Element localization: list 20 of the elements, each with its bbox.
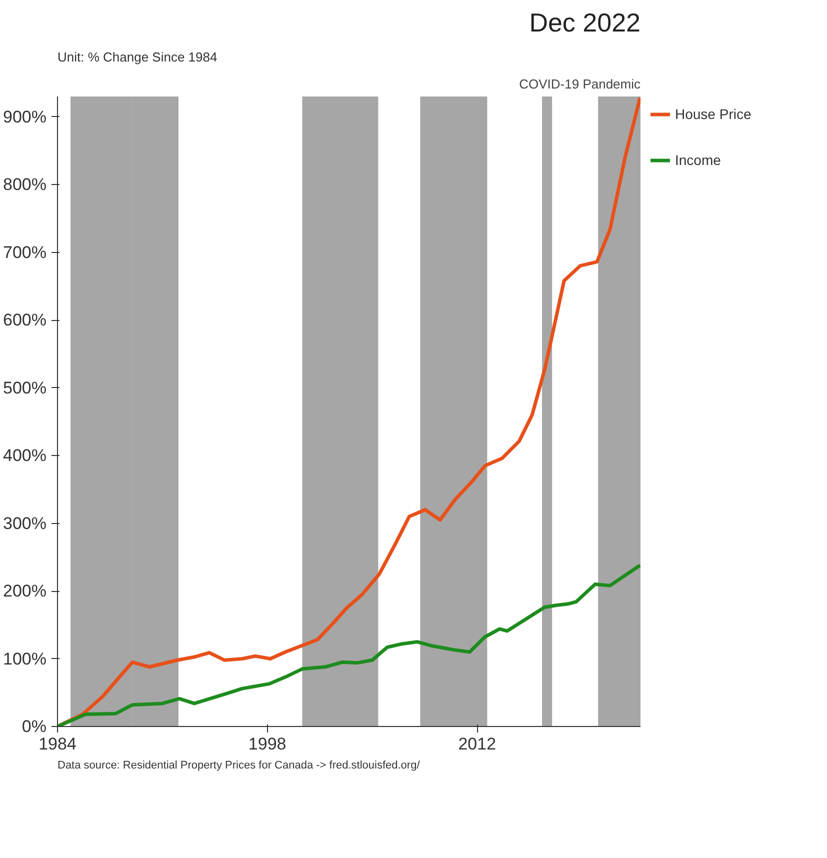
source-note: Data source: Residential Property Prices for Canada -> fred.stlouisfed.org/ <box>58 760 421 772</box>
y-tick-label: 400% <box>3 446 47 466</box>
y-tick-label: 800% <box>3 175 47 194</box>
band-label: COVID-19 Pandemic <box>519 76 641 92</box>
y-tick-label: 900% <box>3 107 47 126</box>
y-tick-label: 600% <box>3 310 47 330</box>
y-tick-label: 300% <box>3 514 47 533</box>
y-tick-label: 100% <box>3 649 47 668</box>
y-axis-title: Unit: % Change Since 1984 <box>58 50 218 64</box>
y-tick-label: 500% <box>3 378 47 398</box>
x-tick-label: 2012 <box>458 734 496 754</box>
chart-title: Dec 2022 <box>529 8 641 38</box>
line-series <box>58 96 640 726</box>
y-tick-label: 200% <box>3 582 47 601</box>
legend-label: House Price <box>675 106 752 122</box>
x-tick-label: 1998 <box>248 734 286 754</box>
legend-label: Income <box>675 152 721 168</box>
x-tick-label: 1984 <box>38 734 76 754</box>
y-tick-label: 700% <box>3 242 47 262</box>
y-tick-label: 0% <box>22 717 47 736</box>
